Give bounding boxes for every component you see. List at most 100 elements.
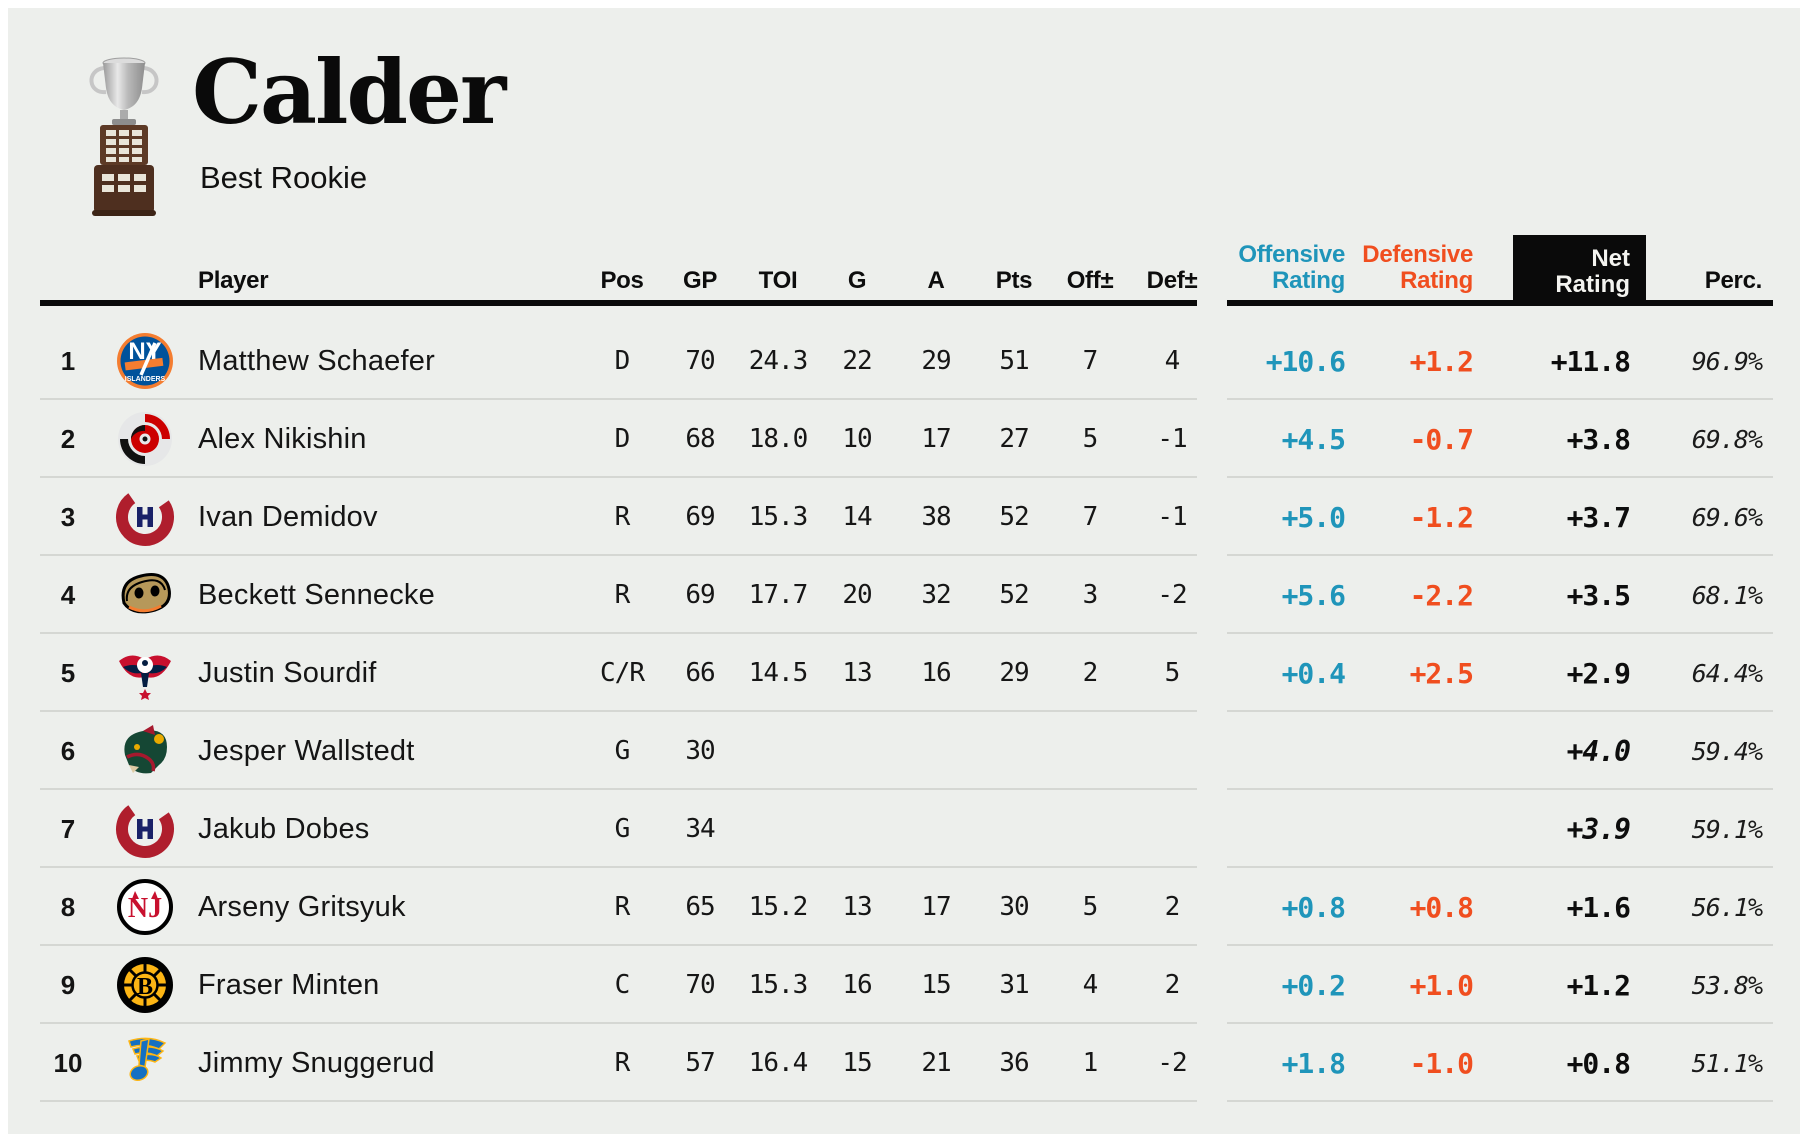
pos-cell: C/R [600,658,645,688]
col-header-a: A [927,267,945,295]
ana-team-logo-icon [112,556,178,634]
toi-cell: 18.0 [748,424,809,454]
def-plusminus-cell: -2 [1157,1048,1187,1078]
pos-cell: R [614,892,631,922]
assists-cell [896,790,976,868]
table-row-8: 8 NJ Arseny Gritsyuk R 65 15.2 13 17 30 … [8,868,1800,946]
col-header-def-plusminus: Def± [1146,267,1198,295]
gp-cell: 70 [685,346,715,376]
defensive-rating-value: +1.0 [1409,968,1474,1002]
table-body: 1 NY ISLANDERS Matthew Schaefer D 70 24.3… [8,306,1800,1102]
off-plusminus-cell [1050,790,1130,868]
goals-cell: 15 [842,1048,872,1078]
player-name: Fraser Minten [198,968,380,1001]
points-cell [974,790,1054,868]
perc-value: 68.1% [1691,580,1763,610]
off-plusminus-cell: 5 [1082,892,1099,922]
defensive-rating-value: -0.7 [1409,422,1474,456]
player-name: Jimmy Snuggerud [198,1046,435,1079]
toi-cell: 15.3 [748,970,809,1000]
off-plusminus-cell: 7 [1082,346,1099,376]
off-plusminus-cell [1050,712,1130,790]
perc-value: 96.9% [1691,346,1763,376]
goals-cell: 22 [842,346,872,376]
toi-cell: 24.3 [748,346,809,376]
gp-cell: 68 [685,424,715,454]
assists-cell: 21 [921,1048,951,1078]
col-header-g: G [847,267,867,295]
table-row-4: 4 Beckett Sennecke R 69 17.7 20 32 52 3 … [8,556,1800,634]
table-row-6: 6 Jesper Wallstedt G 30 +4.0 59.4% [8,712,1800,790]
table-row-2: 2 Alex Nikishin D 68 18.0 10 17 27 5 -1 … [8,400,1800,478]
off-plusminus-cell: 1 [1082,1048,1099,1078]
perc-value: 64.4% [1691,658,1763,688]
calder-trophy-icon [89,57,159,216]
nyi-team-logo-icon: NY ISLANDERS [112,322,178,400]
assists-cell: 17 [921,424,951,454]
player-name: Beckett Sennecke [198,578,435,611]
njd-team-logo-icon: NJ [112,868,178,946]
mtl-team-logo-icon [112,478,178,556]
points-cell: 30 [999,892,1029,922]
off-plusminus-cell: 3 [1082,580,1099,610]
goals-cell: 13 [842,892,872,922]
net-rating-value: +3.8 [1566,422,1631,456]
offensive-rating-value: +0.8 [1281,890,1346,924]
gp-cell: 66 [685,658,715,688]
net-rating-value: +1.6 [1566,890,1631,924]
rank-cell: 6 [60,735,76,766]
offensive-rating-value: +5.0 [1281,500,1346,534]
net-rating-value: +0.8 [1566,1046,1631,1080]
def-plusminus-cell: -2 [1157,580,1187,610]
points-cell: 29 [999,658,1029,688]
defensive-rating-value: +1.2 [1409,344,1474,378]
gp-cell: 34 [685,814,715,844]
def-plusminus-cell: 2 [1164,892,1181,922]
net-rating-value: +3.7 [1566,500,1631,534]
player-name: Arseny Gritsyuk [198,890,406,923]
pos-cell: R [614,502,631,532]
col-header-off-plusminus: Off± [1066,267,1114,295]
perc-value: 51.1% [1691,1048,1763,1078]
def-plusminus-cell: 4 [1164,346,1181,376]
offensive-rating-value: +0.2 [1281,968,1346,1002]
offensive-rating-value: +0.4 [1281,656,1346,690]
def-plusminus-cell: 5 [1164,658,1181,688]
rank-cell: 7 [60,813,76,844]
rank-cell: 1 [60,345,76,376]
col-header-defensive-rating: Defensive Rating [1362,241,1473,295]
col-header-net-rating: Net Rating [1555,245,1630,299]
rank-cell: 5 [60,657,76,688]
points-cell: 52 [999,502,1029,532]
net-rating-value: +2.9 [1566,656,1631,690]
player-name: Jesper Wallstedt [198,734,415,767]
points-cell [974,712,1054,790]
goals-cell: 16 [842,970,872,1000]
svg-text:ISLANDERS: ISLANDERS [125,376,166,383]
off-plusminus-cell: 2 [1082,658,1099,688]
gp-cell: 65 [685,892,715,922]
gp-cell: 30 [685,736,715,766]
defensive-rating-value: -1.0 [1409,1046,1474,1080]
svg-text:B: B [137,974,153,1000]
pos-cell: R [614,1048,631,1078]
car-team-logo-icon [112,400,178,478]
assists-cell: 29 [921,346,951,376]
table-row-3: 3 Ivan Demidov R 69 15.3 14 38 52 7 -1 +… [8,478,1800,556]
goals-cell: 13 [842,658,872,688]
rank-cell: 4 [60,579,76,610]
goals-cell [817,712,897,790]
net-rating-value: +4.0 [1566,734,1631,768]
off-plusminus-cell: 4 [1082,970,1099,1000]
off-plusminus-cell: 5 [1082,424,1099,454]
toi-cell [736,712,820,790]
points-cell: 31 [999,970,1029,1000]
net-rating-value: +1.2 [1566,968,1631,1002]
perc-value: 56.1% [1691,892,1763,922]
col-header-perc: Perc. [1704,267,1763,295]
gp-cell: 69 [685,502,715,532]
rank-cell: 9 [60,969,76,1000]
table-row-10: 10 Jimmy Snuggerud R 57 16.4 15 21 36 1 … [8,1024,1800,1102]
defensive-rating-value: +0.8 [1409,890,1474,924]
